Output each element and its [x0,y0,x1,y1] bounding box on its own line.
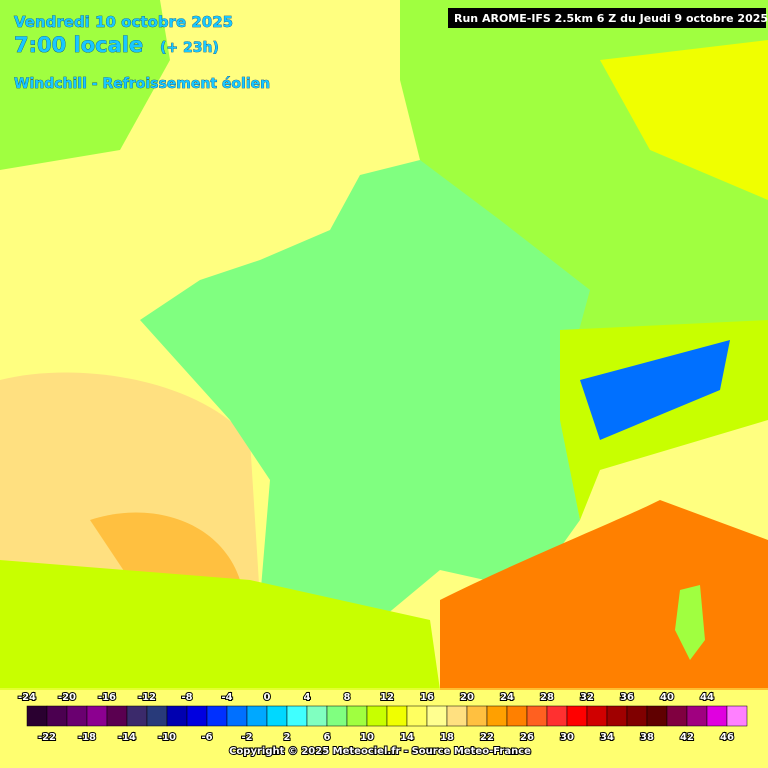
legend-swatch [306,705,328,727]
legend-swatch [186,705,208,727]
legend-swatch [26,705,48,727]
corsica [675,585,705,660]
legend: -24 -20 -16 -12 -8 -4 0 4 8 12 16 20 24 28 32 36 40 44-22… [17,691,748,744]
legend-swatch [46,705,68,727]
legend-swatch [706,705,728,727]
legend-label: 20 [460,692,474,703]
france [140,160,590,620]
legend-label: 42 [680,732,694,743]
legend-swatch [486,705,508,727]
legend-swatch [606,705,628,727]
legend-swatch [566,705,588,727]
legend-label: -16 [98,692,116,703]
run-box [448,8,766,28]
north-east [600,40,768,200]
legend-label: -4 [221,692,232,703]
legend-label: 30 [560,732,574,743]
legend-label: 0 [264,692,271,703]
legend-swatch [726,705,748,727]
legend-label: -10 [158,732,176,743]
date: Vendredi 10 octobre 2025 [14,13,233,31]
legend-swatch [226,705,248,727]
offset: (+ 23h) [160,40,219,56]
legend-swatch [86,705,108,727]
legend-label: -18 [78,732,96,743]
legend-swatch [286,705,308,727]
britain [0,0,170,170]
legend-label: 46 [720,732,734,743]
legend-swatch [206,705,228,727]
legend-label: 10 [360,732,374,743]
legend-label: 38 [640,732,654,743]
legend-swatch [626,705,648,727]
legend-label: -14 [118,732,136,743]
legend-label: 24 [500,692,514,703]
run-info: Run AROME-IFS 2.5km 6 Z du Jeudi 9 octob… [454,12,768,25]
legend-label: 34 [600,732,614,743]
legend-label: 8 [344,692,351,703]
legend-swatch [546,705,568,727]
legend-label: 36 [620,692,634,703]
legend-label: -24 [18,692,36,703]
legend-label: 44 [700,692,714,703]
spain [0,560,440,690]
legend-swatch [266,705,288,727]
legend-label: -20 [58,692,76,703]
legend-swatch [646,705,668,727]
legend-swatch [586,705,608,727]
legend-swatch [146,705,168,727]
alps-cold [580,340,730,440]
legend-swatch [406,705,428,727]
legend-label: 2 [284,732,291,743]
atlantic-warmer [90,512,240,580]
legend-label: -8 [181,692,192,703]
legend-label: 40 [660,692,674,703]
legend-label: -22 [38,732,56,743]
legend-label: 22 [480,732,494,743]
legend-swatch [426,705,448,727]
legend-swatch [686,705,708,727]
legend-label: 28 [540,692,554,703]
legend-swatch [166,705,188,727]
legend-swatch [126,705,148,727]
legend-swatch [386,705,408,727]
legend-label: -12 [138,692,156,703]
legend-swatch [366,705,388,727]
legend-label: 32 [580,692,594,703]
legend-label: 14 [400,732,414,743]
legend-label: 6 [324,732,331,743]
legend-swatch [326,705,348,727]
legend-label: 16 [420,692,434,703]
legend-swatch [666,705,688,727]
legend-label: 4 [304,692,311,703]
time: 7:00 locale [14,33,143,57]
parameter: Windchill - Refroissement éolien [14,76,270,92]
legend-swatch [446,705,468,727]
legend-swatch [106,705,128,727]
legend-swatch [346,705,368,727]
legend-label: -6 [201,732,212,743]
legend-swatch [506,705,528,727]
legend-swatch [526,705,548,727]
legend-swatch [66,705,88,727]
legend-swatch [466,705,488,727]
legend-label: 18 [440,732,454,743]
legend-band [0,688,768,768]
legend-label: 12 [380,692,394,703]
legend-label: -2 [241,732,252,743]
legend-swatch [246,705,268,727]
copyright: Copyright © 2025 Meteociel.fr - Source M… [229,746,531,757]
legend-label: 26 [520,732,534,743]
